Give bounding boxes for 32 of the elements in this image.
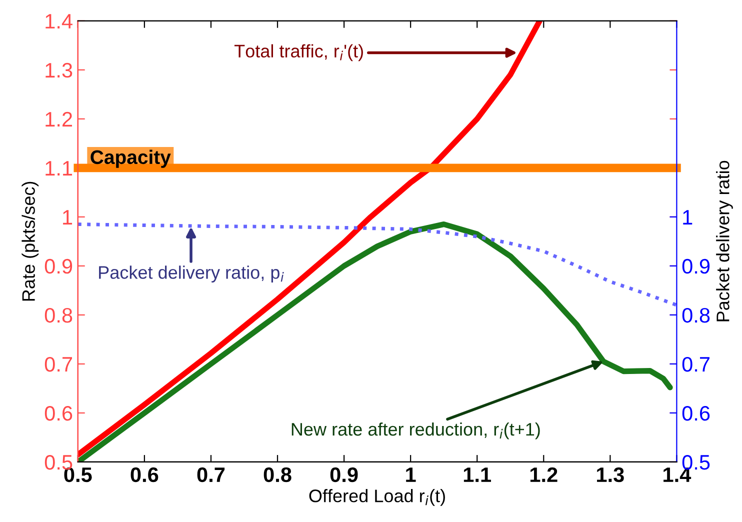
y2-axis-title: Packet delivery ratio [716,160,733,322]
x-tick-label: 0.6 [130,467,158,482]
x-tick-label: 1.3 [597,467,624,482]
y2-tick-label: 0.7 [682,356,710,372]
y2-tick-label: 0.8 [682,308,710,323]
y2-tick-label: 0.6 [682,406,710,421]
y-tick-label: 1.3 [46,62,72,78]
x-tick-label: 0.9 [330,467,358,482]
y-tick-label: 1.1 [46,161,72,176]
y-tick-label: 1.4 [46,14,72,28]
y-tick-label: 1 [63,210,72,224]
line-series [78,222,677,307]
x-tick-label: 1 [406,468,416,482]
x-tick-label: 1.1 [464,468,492,482]
x-tick-label: 1.2 [530,467,558,482]
y-axis-title: Rate (pkts/sec) [22,182,39,301]
annotation: Packet delivery ratio, p$_{i}$ [99,266,284,282]
y-tick-label: 0.7 [44,356,72,372]
y-tick-label: 1.2 [46,112,72,126]
annotation: Total traffic, r$_{i}$'(t) [234,44,363,62]
y2-tick-label: 0.9 [682,258,710,274]
y-tick-label: 0.9 [44,258,72,274]
ref-line-label: Capacity [90,150,171,168]
x-axis-title: Offered Load r$_{i}$(t) [309,489,445,506]
y2-tick-label: 1 [683,210,692,224]
x-tick-label: 1.4 [664,468,692,482]
y-tick-label: 0.6 [44,406,72,421]
y-tick-label: 0.8 [44,308,72,323]
y2-tick-label: 0.5 [682,454,710,470]
annotation: New rate after reduction, r$_{i}$(t+1) [292,422,540,440]
x-tick-label: 0.7 [197,467,225,482]
x-tick-label: 0.8 [264,467,292,482]
